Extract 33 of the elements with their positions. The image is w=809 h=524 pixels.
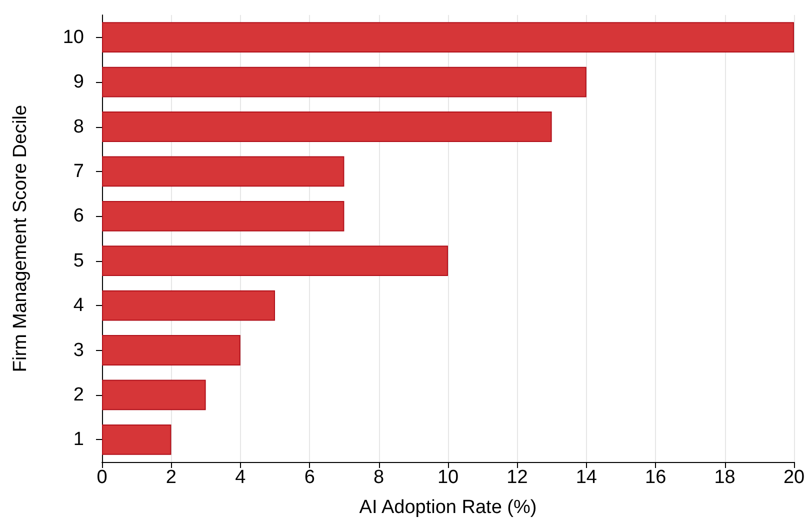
y-tick-label: 3 (73, 340, 84, 361)
bar (102, 66, 586, 98)
x-tick-label: 14 (576, 467, 598, 488)
y-tick-label: 5 (73, 250, 84, 272)
x-tick-label: 16 (645, 467, 666, 488)
y-tick-label: 4 (73, 295, 84, 316)
x-tick-label: 10 (437, 467, 459, 488)
bar (102, 290, 275, 321)
bar (102, 335, 240, 366)
bar (102, 246, 448, 276)
x-axis-title: AI Adoption Rate (%) (359, 497, 537, 518)
x-tick-label: 2 (166, 467, 176, 488)
bar (102, 156, 344, 187)
x-tick-label: 18 (714, 467, 736, 488)
bar (102, 22, 794, 53)
x-tick-label: 0 (96, 467, 108, 488)
y-tick-label: 6 (73, 206, 84, 227)
y-tick-label: 8 (73, 116, 84, 138)
bar (102, 112, 552, 142)
x-tick-label: 12 (506, 467, 528, 488)
y-tick-label: 1 (73, 429, 84, 450)
y-tick-label: 7 (73, 160, 84, 182)
x-tick-label: 20 (783, 467, 805, 488)
x-tick-label: 8 (374, 467, 384, 488)
y-tick-label: 9 (73, 72, 84, 93)
bar (102, 200, 344, 232)
bar (102, 424, 172, 455)
x-tick-label: 6 (304, 467, 315, 488)
y-tick-label: 2 (73, 384, 84, 406)
y-axis-title: Firm Management Score Decile (10, 104, 31, 372)
x-tick-label: 4 (235, 467, 246, 488)
bar (102, 380, 206, 410)
y-tick-label: 10 (62, 26, 84, 48)
